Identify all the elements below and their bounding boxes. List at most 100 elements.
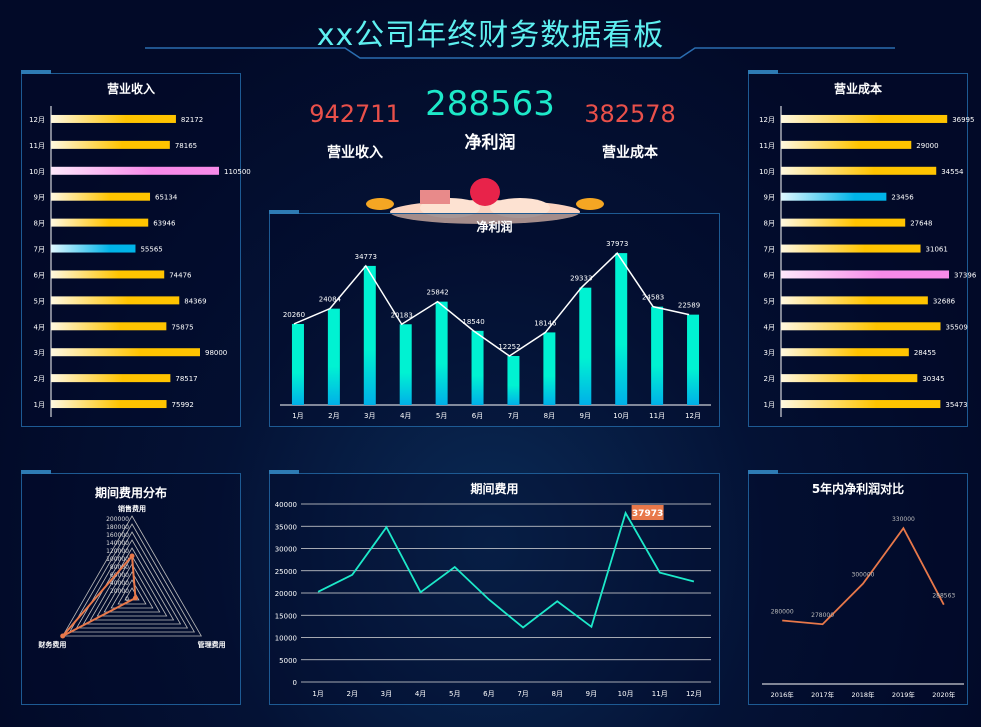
y-tick-label: 0	[293, 679, 297, 687]
radar-grid-ring	[103, 563, 161, 613]
y-tick-label: 11月	[29, 142, 45, 150]
bar	[781, 192, 887, 201]
x-tick-label: 10月	[618, 690, 634, 698]
bar	[781, 114, 948, 123]
radar-tick-label: 100000	[106, 556, 129, 563]
bar-value-label: 37396	[954, 271, 977, 279]
y-tick-label: 5月	[34, 297, 45, 305]
y-tick-label: 10000	[275, 635, 297, 643]
yearly-profit-line-chart: 2016年 2017年 2018年 2019年 2020年 280000 278000 300…	[762, 516, 964, 699]
dashboard-title: xx公司年终财务数据看板	[316, 18, 665, 53]
yearly-line	[782, 526, 945, 626]
kpi-revenue-value: 942711	[309, 100, 401, 128]
bar-value-label: 35473	[945, 401, 967, 409]
kpi-profit-value: 288563	[425, 84, 555, 124]
bar	[399, 324, 412, 405]
y-tick-label: 7月	[764, 246, 775, 254]
bar-value-label: 78165	[175, 142, 197, 150]
radar-indicator-label: 管理费用	[198, 640, 226, 649]
data-label: 20183	[391, 311, 413, 319]
bar-value-label: 36995	[952, 116, 974, 124]
cost-chart-title: 营业成本	[833, 82, 882, 96]
data-label: 22589	[678, 302, 700, 310]
y-tick-label: 9月	[764, 194, 775, 202]
y-tick-label: 5000	[279, 657, 297, 665]
radar-tick-label: 40000	[110, 580, 129, 587]
bar	[543, 332, 556, 405]
x-tick-label: 3月	[364, 412, 375, 420]
yearly-panel: 5年内净利润对比 2016年 2017年 2018年 2019年 2020年 280000…	[748, 470, 968, 705]
y-tick-label: 25000	[275, 568, 297, 576]
bar	[471, 330, 484, 405]
revenue-bar-chart: 1月 75992 2月 78517 3月 98000 4月 75875 5月 84369 6月 744…	[29, 106, 251, 417]
x-tick-label: 2017年	[811, 690, 835, 699]
bar	[363, 265, 376, 405]
radar-panel: 期间费用分布 200000 180000 160000 140000 120000 100…	[21, 470, 241, 705]
bar	[781, 348, 909, 357]
x-tick-label: 7月	[508, 412, 519, 420]
expense-chart-title: 期间费用	[470, 482, 519, 496]
bar	[435, 301, 448, 405]
bar-value-label: 78517	[175, 375, 197, 383]
y-tick-label: 10月	[759, 168, 775, 176]
x-tick-label: 6月	[483, 690, 494, 698]
y-tick-label: 7月	[34, 246, 45, 254]
bar	[51, 348, 200, 357]
expense-panel: 期间费用 0 5000 10000 15000 20000 25000 30000 35000…	[269, 470, 720, 705]
bar	[781, 374, 918, 383]
max-label: 37973	[632, 509, 663, 519]
radar-grid-ring	[89, 547, 175, 621]
bar	[51, 296, 180, 305]
bar	[51, 322, 167, 331]
data-label: 37973	[606, 240, 628, 248]
y-tick-label: 1月	[764, 401, 775, 409]
bar-value-label: 82172	[181, 116, 203, 124]
y-tick-label: 1月	[34, 401, 45, 409]
x-tick-label: 5月	[436, 412, 447, 420]
bar-value-label: 75992	[172, 401, 194, 409]
cost-bar-chart: 1月 35473 2月 30345 3月 28455 4月 35509 5月 32686 6月 373…	[759, 106, 977, 417]
bar	[51, 140, 170, 149]
bar	[781, 218, 906, 227]
prosperity-illustration	[366, 178, 604, 224]
bar	[781, 400, 941, 409]
radar-point	[60, 633, 66, 639]
x-tick-label: 2018年	[851, 690, 875, 699]
y-tick-label: 6月	[34, 271, 45, 279]
radar-grid-ring	[75, 531, 189, 629]
radar-point	[132, 595, 138, 601]
bar-value-label: 65134	[155, 194, 178, 202]
x-tick-label: 4月	[400, 412, 411, 420]
y-tick-label: 30000	[275, 546, 297, 554]
kpi-cost-value: 382578	[584, 100, 676, 128]
bar	[651, 306, 664, 405]
yearly-chart-title: 5年内净利润对比	[811, 482, 905, 496]
profit-line	[293, 251, 690, 357]
bar-value-label: 55565	[140, 246, 162, 254]
kpi-profit: 288563 净利润	[420, 84, 560, 153]
bar	[781, 166, 937, 175]
y-tick-label: 2月	[764, 375, 775, 383]
title-decoration	[145, 47, 895, 59]
kpi-revenue-label: 营业收入	[327, 145, 383, 161]
max-marker	[631, 505, 664, 521]
radar-tick-label: 160000	[106, 532, 129, 539]
radar-tick-label: 80000	[110, 564, 129, 571]
profit-chart-title: 净利润	[476, 220, 513, 234]
x-tick-label: 4月	[415, 690, 426, 698]
data-label: 18146	[534, 319, 557, 327]
radar-grid-ring	[117, 579, 147, 605]
bar-value-label: 23456	[891, 194, 914, 202]
bar-value-label: 34554	[941, 168, 964, 176]
radar-chart-title: 期间费用分布	[94, 486, 167, 500]
bar-value-label: 63946	[153, 220, 176, 228]
x-tick-label: 2月	[347, 690, 358, 698]
bar	[615, 253, 628, 405]
bar-value-label: 30345	[922, 375, 944, 383]
bar	[51, 270, 165, 279]
kpi-revenue: 942711 营业收入	[300, 100, 410, 162]
radar-grid-ring	[82, 539, 182, 625]
x-tick-label: 2016年	[771, 690, 795, 699]
data-label: 29333	[570, 275, 592, 283]
x-tick-label: 8月	[544, 412, 555, 420]
